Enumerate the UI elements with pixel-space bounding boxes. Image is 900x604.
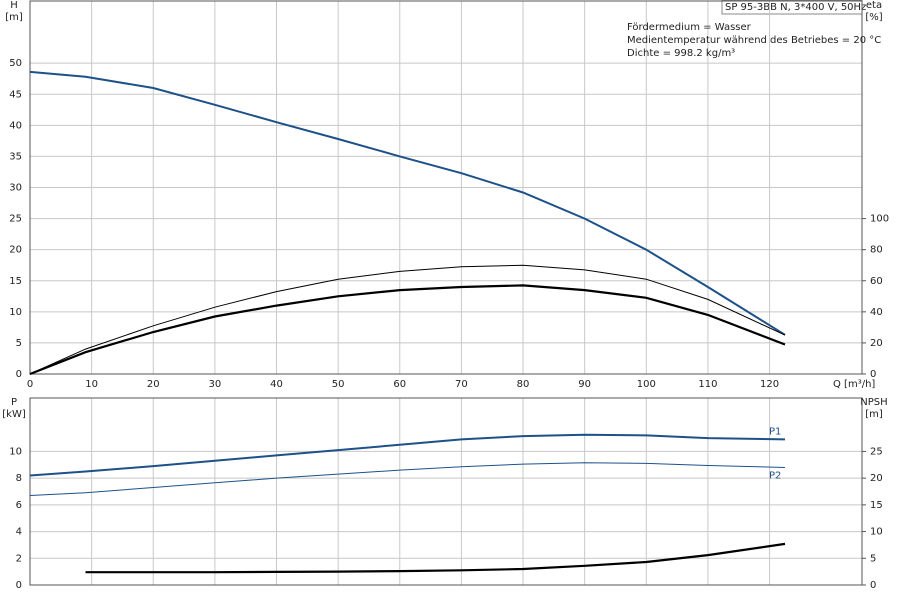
y2-tick-label: 80 bbox=[870, 245, 883, 256]
curve bbox=[85, 542, 786, 574]
x-tick-label: 120 bbox=[760, 379, 779, 390]
y-axis-label: H bbox=[10, 0, 18, 11]
x-tick-label: 20 bbox=[147, 379, 160, 390]
x-tick-label: 80 bbox=[517, 379, 530, 390]
y-tick-label: 10 bbox=[9, 307, 22, 318]
y2-tick-label: 100 bbox=[870, 214, 889, 225]
series-label: P2 bbox=[769, 470, 781, 481]
x-tick-label: 70 bbox=[455, 379, 468, 390]
plot-frame bbox=[29, 0, 863, 375]
x-tick-label: 110 bbox=[698, 379, 717, 390]
y-tick-label: 25 bbox=[9, 214, 22, 225]
y2-tick-label: 10 bbox=[870, 527, 883, 538]
y-tick-label: 40 bbox=[9, 120, 22, 131]
y-tick-label: 30 bbox=[9, 183, 22, 194]
y2-tick-label: 15 bbox=[870, 500, 883, 511]
y-tick-label: 0 bbox=[16, 369, 22, 380]
y2-axis-unit: [%] bbox=[865, 12, 882, 23]
curve bbox=[29, 70, 786, 336]
y-tick-label: 10 bbox=[9, 446, 22, 457]
y-axis-unit: [kW] bbox=[2, 409, 26, 420]
x-tick-label: 30 bbox=[209, 379, 222, 390]
x-tick-label: 60 bbox=[393, 379, 406, 390]
y-tick-label: 15 bbox=[9, 276, 22, 287]
y-tick-label: 5 bbox=[16, 338, 22, 349]
y-tick-label: 2 bbox=[16, 553, 22, 564]
curve bbox=[29, 264, 786, 375]
chart-title: SP 95-3BB N, 3*400 V, 50Hz bbox=[725, 2, 866, 13]
y2-axis-label: eta bbox=[866, 0, 882, 11]
annotation: Dichte = 998.2 kg/m³ bbox=[627, 48, 735, 59]
y2-tick-label: 40 bbox=[870, 307, 883, 318]
curve bbox=[29, 462, 786, 496]
y-tick-label: 0 bbox=[16, 580, 22, 591]
y2-tick-label: 0 bbox=[870, 369, 876, 380]
annotation: Fördermedium = Wasser bbox=[627, 22, 752, 33]
x-tick-label: 10 bbox=[85, 379, 98, 390]
y-axis-label: P bbox=[11, 397, 17, 408]
y2-tick-label: 5 bbox=[870, 553, 876, 564]
annotation: Medientemperatur während des Betriebes =… bbox=[627, 35, 881, 46]
curve bbox=[29, 433, 786, 477]
x-tick-label: 0 bbox=[27, 379, 33, 390]
y-axis-unit: [m] bbox=[5, 12, 23, 23]
x-tick-label: 50 bbox=[332, 379, 345, 390]
x-tick-label: 100 bbox=[637, 379, 656, 390]
y2-tick-label: 0 bbox=[870, 580, 876, 591]
y2-tick-label: 60 bbox=[870, 276, 883, 287]
x-tick-label: 40 bbox=[270, 379, 283, 390]
y-tick-label: 50 bbox=[9, 58, 22, 69]
y2-axis-label: NPSH bbox=[860, 397, 887, 408]
y-tick-label: 45 bbox=[9, 89, 22, 100]
plot-frame bbox=[29, 397, 863, 586]
y2-tick-label: 20 bbox=[870, 473, 883, 484]
y-tick-label: 20 bbox=[9, 245, 22, 256]
series-label: P1 bbox=[769, 426, 781, 437]
y2-tick-label: 25 bbox=[870, 446, 883, 457]
curve bbox=[29, 284, 786, 376]
y-tick-label: 8 bbox=[16, 473, 22, 484]
y2-axis-unit: [m] bbox=[865, 409, 883, 420]
y2-tick-label: 20 bbox=[870, 338, 883, 349]
y-tick-label: 35 bbox=[9, 151, 22, 162]
x-tick-label: 90 bbox=[578, 379, 591, 390]
y-tick-label: 4 bbox=[16, 527, 22, 538]
y-tick-label: 6 bbox=[16, 500, 22, 511]
x-axis-label: Q [m³/h] bbox=[833, 379, 875, 390]
